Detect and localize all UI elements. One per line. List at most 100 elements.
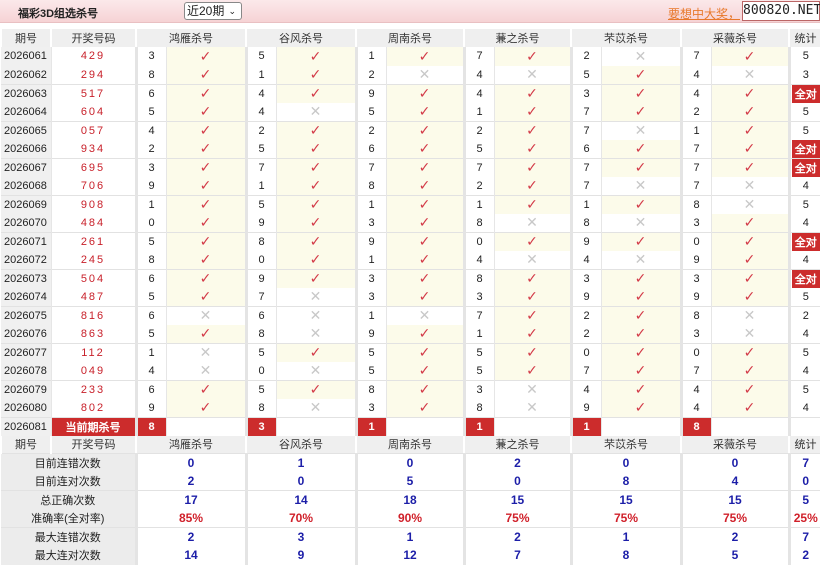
issue-number: 2026065: [1, 120, 51, 140]
kill-number: 6: [244, 305, 276, 325]
cross-icon: ✕: [275, 287, 356, 306]
current-kill-number: 1: [354, 416, 386, 436]
site-watermark: 800820.NET: [742, 1, 820, 21]
kill-number: 3: [462, 379, 494, 399]
kill-number: 8: [244, 398, 276, 417]
kill-number: 9: [244, 213, 276, 232]
issue-number: 2026077: [1, 342, 51, 362]
check-icon: ✓: [493, 157, 571, 177]
column-header: 芣苡杀号: [570, 29, 681, 47]
kill-number: 1: [354, 305, 386, 325]
check-icon: ✓: [710, 83, 789, 103]
draw-number: 049: [50, 361, 136, 380]
stat-cell: 5: [787, 120, 820, 140]
stats-value: 14: [134, 546, 246, 565]
stats-value: 90%: [354, 509, 464, 528]
column-header: 谷风杀号: [245, 29, 356, 47]
cross-icon: ✕: [600, 47, 681, 66]
kill-number: 2: [569, 47, 601, 66]
check-icon: ✓: [493, 194, 571, 214]
table-row: 2026062 294 8 ✓ 1 ✓ 2 ✕ 4 ✕ 5 ✓ 4 ✕ 3: [1, 65, 820, 84]
kill-number: 8: [462, 213, 494, 232]
table-row: 2026066 934 2 ✓ 5 ✓ 6 ✓ 5 ✓ 6 ✓ 7 ✓ 全对: [1, 139, 820, 158]
issue-number: 2026064: [1, 102, 51, 121]
issue-number: 2026078: [1, 361, 51, 380]
check-icon: ✓: [165, 102, 246, 121]
draw-number: 802: [50, 398, 136, 417]
kill-number: 0: [244, 250, 276, 269]
table-row: 2026061 429 3 ✓ 5 ✓ 1 ✓ 7 ✓ 2 ✕ 7 ✓ 5: [1, 47, 820, 66]
draw-number: 604: [50, 102, 136, 121]
column-header: 开奖号码: [50, 29, 136, 47]
kill-number: 1: [354, 194, 386, 214]
cross-icon: ✕: [385, 65, 464, 84]
check-icon: ✓: [165, 398, 246, 417]
check-icon: ✓: [385, 361, 464, 380]
kill-number: 2: [462, 120, 494, 140]
cross-icon: ✕: [385, 305, 464, 325]
kill-number: 5: [244, 47, 276, 66]
stats-value: 15: [462, 490, 571, 509]
check-icon: ✓: [385, 342, 464, 362]
kill-number: 5: [354, 102, 386, 121]
cross-icon: ✕: [275, 361, 356, 380]
kill-number: 3: [679, 324, 711, 343]
kill-number: 7: [244, 287, 276, 306]
column-header: 采薇杀号: [680, 435, 789, 454]
kill-number: 1: [134, 342, 166, 362]
check-icon: ✓: [600, 324, 681, 343]
table-row: 2026067 695 3 ✓ 7 ✓ 7 ✓ 7 ✓ 7 ✓ 7 ✓ 全对: [1, 157, 820, 177]
kill-number: 1: [679, 120, 711, 140]
check-icon: ✓: [385, 47, 464, 66]
stats-row: 目前连错次数 0 1 0 2 0 0 7: [1, 453, 820, 472]
kill-number: 5: [462, 361, 494, 380]
stats-row: 准确率(全对率) 85% 70% 90% 75% 75% 75% 25%: [1, 509, 820, 528]
issue-number: 2026075: [1, 305, 51, 325]
stats-value: 2: [462, 453, 571, 472]
kill-number: 1: [354, 250, 386, 269]
table-row: 2026076 863 5 ✓ 8 ✕ 9 ✓ 1 ✓ 2 ✓ 3 ✕ 4: [1, 324, 820, 343]
kill-number: 2: [354, 65, 386, 84]
stat-cell: 5: [787, 287, 820, 306]
check-icon: ✓: [275, 157, 356, 177]
check-icon: ✓: [385, 102, 464, 121]
check-icon: ✓: [710, 361, 789, 380]
column-header: 统计: [788, 435, 820, 454]
check-icon: ✓: [710, 268, 789, 288]
kill-number: 4: [679, 379, 711, 399]
kill-number-table: 期号 开奖号码 鸿雁杀号 谷风杀号 周南杀号 蒹之杀号 芣苡杀号 采薇杀号 统计 2026061 4…: [0, 29, 820, 565]
kill-number: 6: [569, 139, 601, 158]
stats-label: 准确率(全对率): [1, 509, 136, 528]
cross-icon: ✕: [275, 305, 356, 325]
kill-number: 5: [244, 139, 276, 158]
issue-number: 2026063: [1, 83, 51, 103]
check-icon: ✓: [165, 47, 246, 66]
column-header: 蒹之杀号: [463, 435, 571, 454]
empty-cell: [787, 416, 820, 436]
kill-number: 4: [569, 379, 601, 399]
draw-number: 245: [50, 250, 136, 269]
stats-value: 0: [462, 472, 571, 491]
stats-value: 4: [679, 472, 789, 491]
cross-icon: ✕: [710, 65, 789, 84]
kill-number: 8: [679, 305, 711, 325]
kill-number: 0: [679, 342, 711, 362]
stat-cell: 2: [787, 305, 820, 325]
kill-number: 7: [569, 157, 601, 177]
check-icon: ✓: [710, 342, 789, 362]
check-icon: ✓: [165, 268, 246, 288]
ad-link[interactable]: 要想中大奖，: [668, 7, 741, 21]
kill-number: 8: [134, 250, 166, 269]
table-row: 2026063 517 6 ✓ 4 ✓ 9 ✓ 4 ✓ 3 ✓ 4 ✓ 全对: [1, 83, 820, 103]
period-select[interactable]: 近20期 ⌄: [184, 2, 242, 20]
check-icon: ✓: [385, 268, 464, 288]
kill-number: 4: [462, 83, 494, 103]
kill-number: 4: [134, 120, 166, 140]
kill-number: 7: [462, 305, 494, 325]
table-row: 2026069 908 1 ✓ 5 ✓ 1 ✓ 1 ✓ 1 ✓ 8 ✕ 5: [1, 194, 820, 214]
issue-number: 2026061: [1, 47, 51, 66]
kill-number: 4: [569, 250, 601, 269]
check-icon: ✓: [385, 157, 464, 177]
period-select-value: 近20期: [187, 4, 225, 18]
stats-value: 0: [569, 453, 681, 472]
